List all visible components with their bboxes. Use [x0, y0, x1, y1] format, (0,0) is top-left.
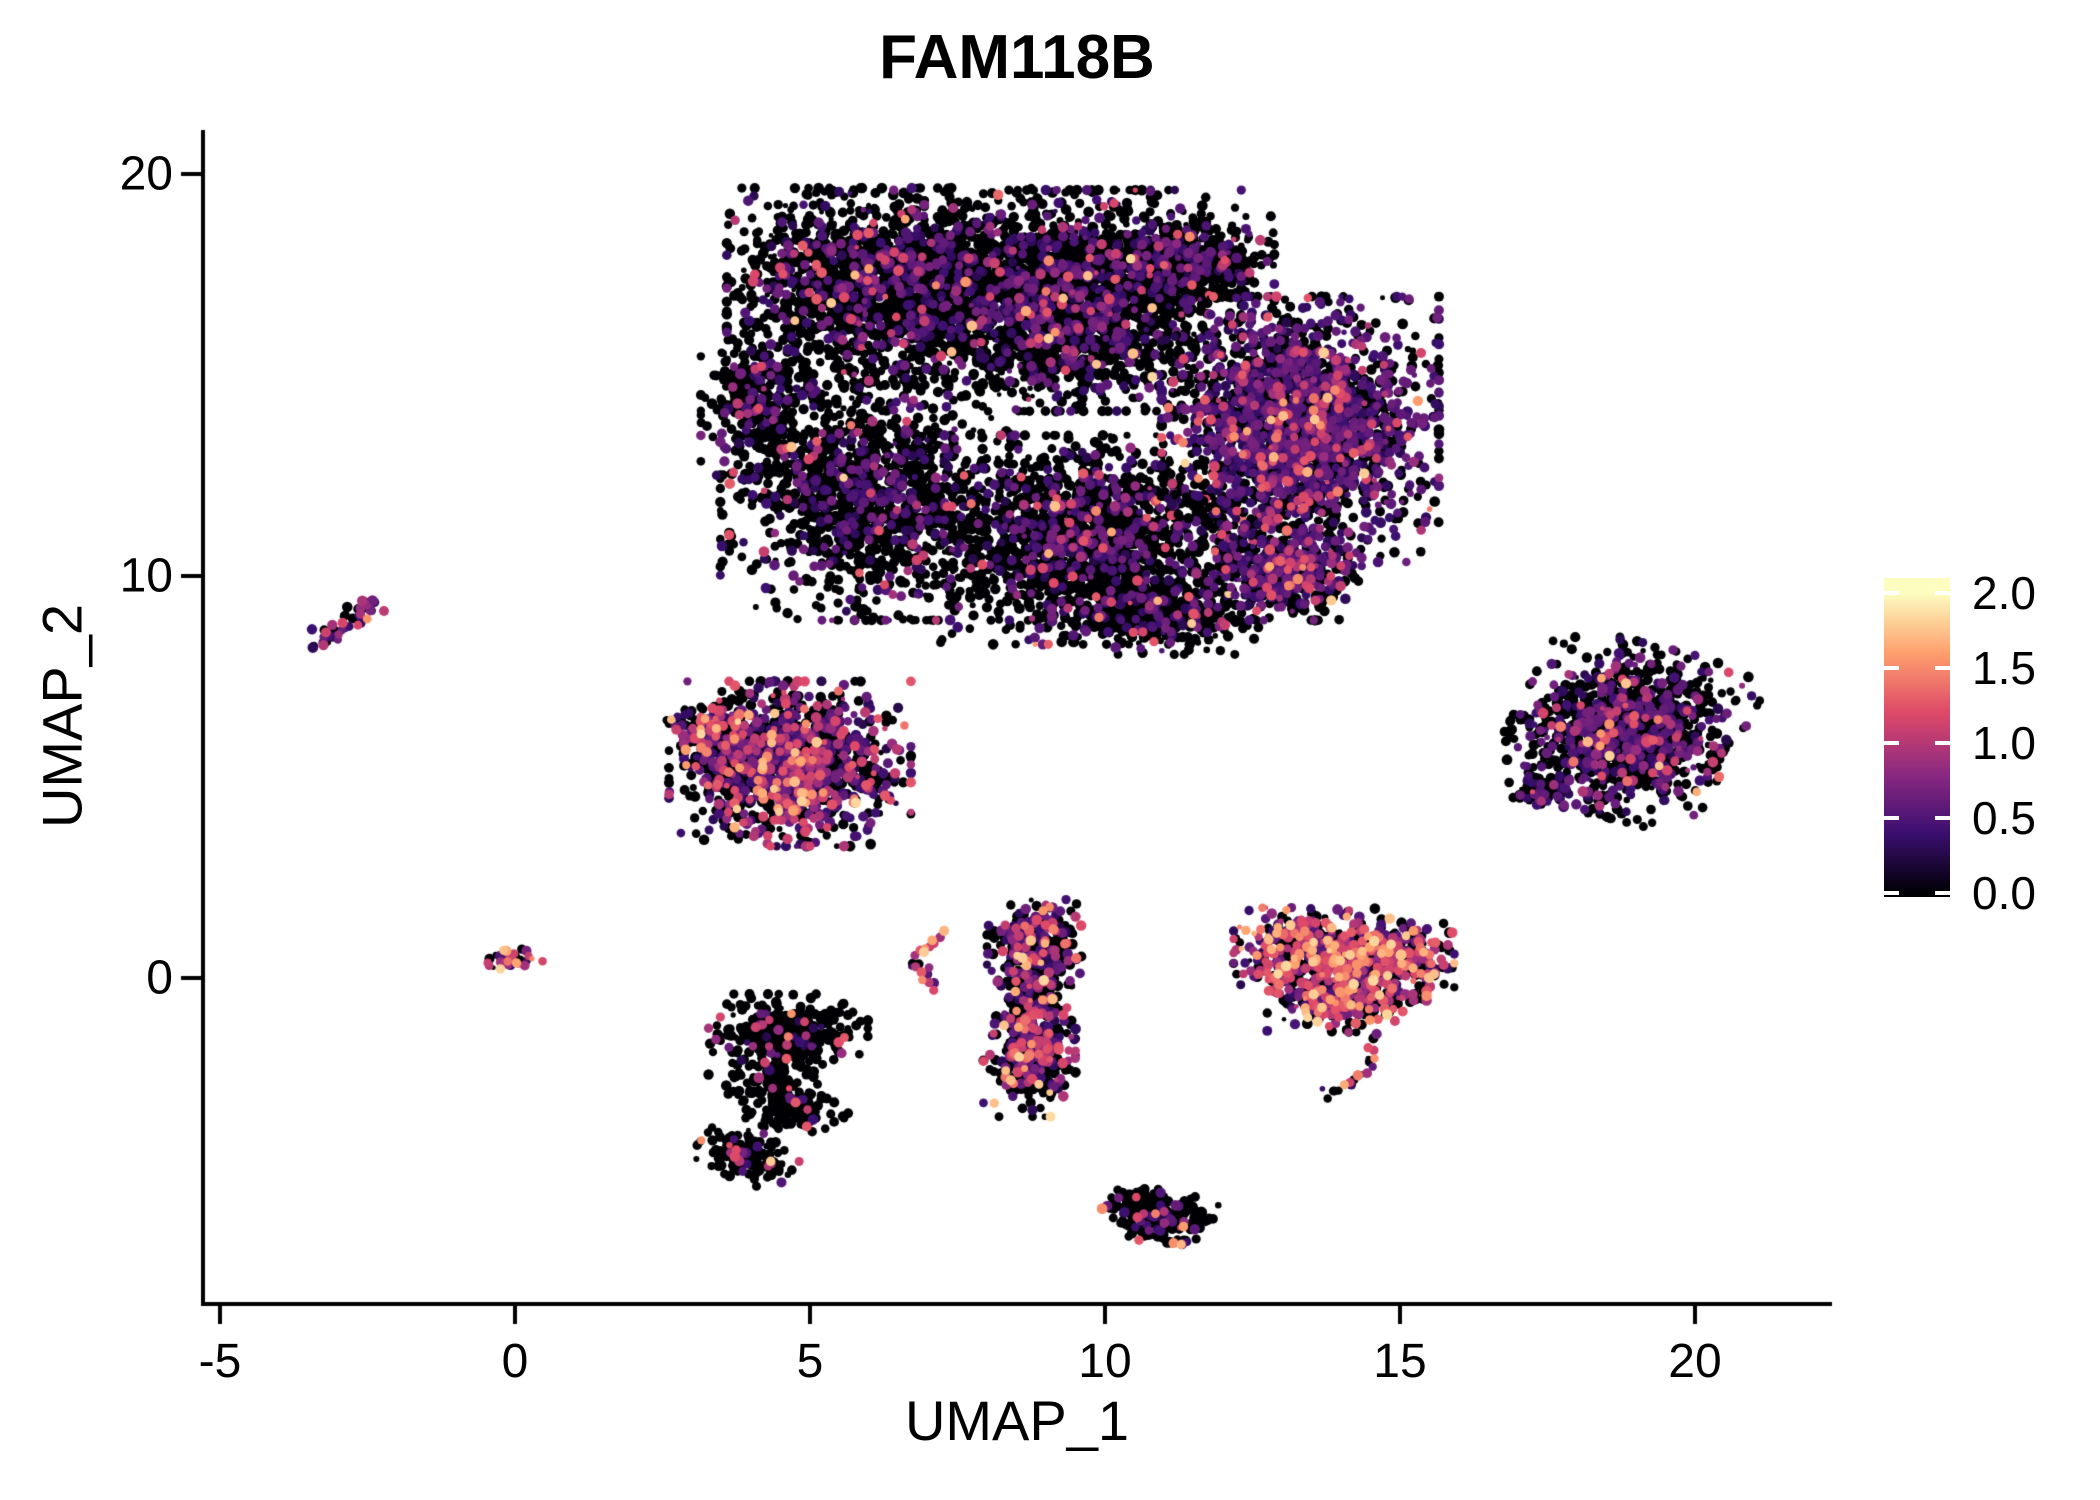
colorbar-tick-mark	[1935, 891, 1950, 895]
chart-title: FAM118B	[879, 23, 1155, 92]
x-tick-label: 5	[796, 1335, 824, 1388]
colorbar-tick-mark	[1935, 666, 1950, 670]
colorbar-tick-mark	[1884, 891, 1899, 895]
colorbar-tick-label: 0.5	[1972, 792, 2036, 844]
x-axis-title: UMAP_1	[904, 1389, 1130, 1452]
colorbar-tick-mark	[1884, 816, 1899, 820]
colorbar-tick-mark	[1884, 666, 1899, 670]
colorbar-tick-mark	[1935, 816, 1950, 820]
y-tick-label: 20	[119, 147, 173, 201]
colorbar-tick-mark	[1935, 741, 1950, 745]
x-tick-label: 15	[1373, 1335, 1427, 1388]
x-tick-label: 20	[1668, 1335, 1722, 1388]
y-tick-label: 10	[119, 549, 173, 603]
x-tick-label: -5	[198, 1335, 242, 1388]
colorbar-tick-label: 1.0	[1972, 717, 2036, 769]
x-tick-label: 10	[1078, 1335, 1132, 1388]
y-axis-title: UMAP_2	[30, 603, 94, 829]
x-tick-label: 0	[501, 1335, 529, 1388]
colorbar-tick-mark	[1884, 741, 1899, 745]
colorbar-tick-mark	[1935, 591, 1950, 595]
colorbar-tick-label: 2.0	[1972, 567, 2036, 619]
y-tick-label: 0	[146, 951, 173, 1005]
colorbar-tick-mark	[1884, 591, 1899, 595]
colorbar-tick-label: 0.0	[1972, 867, 2036, 919]
expression-colorbar	[1884, 578, 1950, 897]
colorbar-tick-label: 1.5	[1972, 642, 2036, 694]
